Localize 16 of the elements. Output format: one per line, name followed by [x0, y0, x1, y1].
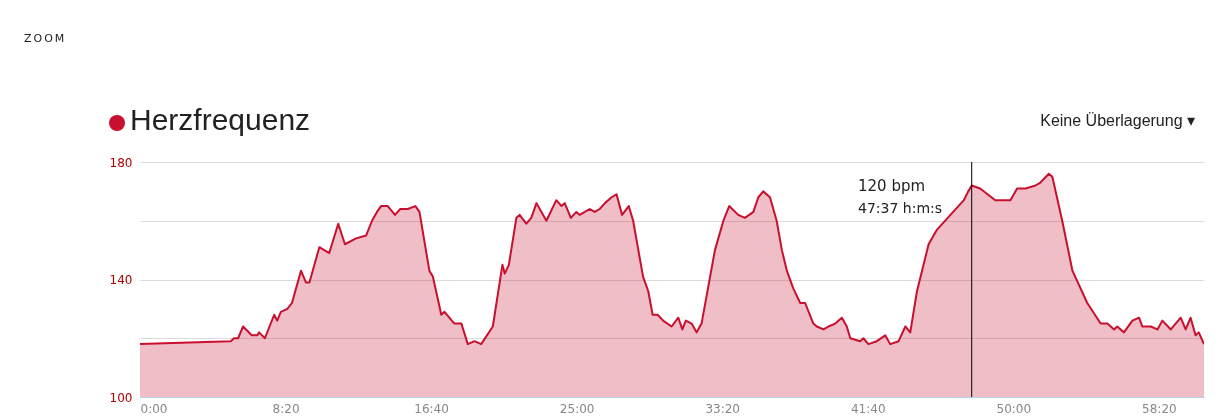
- x-tick-label: 16:40: [414, 401, 449, 416]
- x-tick-label: 0:00: [140, 401, 168, 416]
- text: ZOOM: [24, 32, 67, 45]
- text: Keine Überlagerung ▾: [1040, 111, 1195, 130]
- y-tick-label: 140: [109, 273, 133, 287]
- y-tick-label: 180: [109, 155, 133, 170]
- y-tick-label: 100: [109, 390, 133, 405]
- chart-title: Herzfrequenz: [130, 103, 311, 137]
- x-tick-label: 25:00: [559, 401, 595, 416]
- x-tick-label: 41:40: [850, 401, 886, 416]
- annotation: 120 bpm: [858, 177, 926, 195]
- x-tick-label: 50:00: [996, 401, 1032, 416]
- x-tick-label: 33:20: [705, 401, 741, 416]
- annotation: 47:37 h:m:s: [858, 200, 943, 216]
- x-tick-label: 58:20: [1142, 401, 1177, 416]
- x-tick-label: 8:20: [272, 401, 300, 416]
